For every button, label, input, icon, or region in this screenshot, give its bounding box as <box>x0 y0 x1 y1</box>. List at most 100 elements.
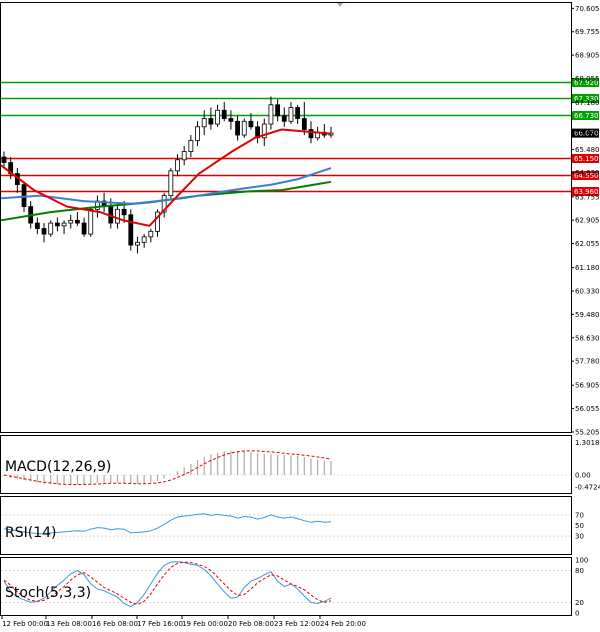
candle-bear <box>208 118 214 125</box>
support-level-label: 65.150 <box>574 155 599 163</box>
candle-bull <box>61 222 67 227</box>
candle-bear <box>128 214 134 246</box>
ma-mid-line <box>0 167 332 205</box>
candle-bull <box>161 195 167 213</box>
price-tick-label: 61.180 <box>575 264 600 272</box>
macd-label: MACD(12,26,9) <box>5 459 111 475</box>
candle-bull <box>68 219 74 224</box>
price-tick-label: 68.055 <box>575 75 600 83</box>
candle-bull <box>268 104 274 125</box>
price-tick-label: 63.755 <box>575 193 600 201</box>
moving-averages <box>0 128 332 227</box>
macd-panel-frame <box>0 435 572 494</box>
stoch-label: Stoch(5,3,3) <box>5 585 91 601</box>
stoch-plot-tick-label: 100 <box>575 557 588 565</box>
candle-bull <box>195 126 200 141</box>
resistance-level-label: 66.730 <box>574 112 599 120</box>
candle-bull <box>135 241 140 246</box>
rsi-plot-tick-label: 30 <box>575 533 584 541</box>
price-tick-label: 57.780 <box>575 358 600 366</box>
candle-bull <box>88 208 94 235</box>
candle-bear <box>81 222 87 235</box>
price-tick-label: 62.055 <box>575 240 600 248</box>
resistance-level-tag <box>572 111 599 120</box>
macd-panel: 1.3018 0.00 -0.4724 MACD(12,26,9) <box>0 435 600 494</box>
price-tick-label: 60.330 <box>575 288 600 296</box>
candle-bear <box>75 219 80 224</box>
stoch-d-line <box>3 561 332 606</box>
price-tick-label: 69.755 <box>575 28 600 36</box>
current-price-tag <box>572 128 599 138</box>
level-lines: 67.920 67.330 66.730 65.150 64.550 63.960 66.0… <box>1 78 599 196</box>
candle-bull <box>168 170 174 196</box>
candle-bull <box>201 118 207 128</box>
resistance-level-label: 67.330 <box>574 95 599 103</box>
price-tick-label: 56.055 <box>575 405 600 413</box>
candle-bull <box>288 107 294 122</box>
macd-plot: 1.3018 0.00 -0.4724 <box>1 439 600 491</box>
stoch-plot-tick-label: 20 <box>575 599 584 607</box>
candle-bull <box>215 109 220 125</box>
time-tick-label: 12 Feb 00:00 <box>2 620 48 628</box>
time-tick-label: 16 Feb 08:00 <box>92 620 138 628</box>
candle-bear <box>248 120 254 128</box>
scroll-marker-icon[interactable] <box>337 3 343 7</box>
candle-bear <box>21 184 27 207</box>
price-tick-label: 65.480 <box>575 146 600 154</box>
price-tick-label: 56.905 <box>575 382 600 390</box>
current-price-label: 66.070 <box>574 130 599 138</box>
time-tick-label: 23 Feb 12:00 <box>274 620 320 628</box>
time-tick-label: 17 Feb 16:00 <box>137 620 183 628</box>
macd-plot-tick-label: 1.3018 <box>575 439 600 447</box>
candle-bear <box>301 118 307 130</box>
candle-bear <box>41 228 47 235</box>
candle-bull <box>141 236 147 243</box>
candle-bear <box>121 208 127 216</box>
candle-bull <box>155 211 160 232</box>
stoch-plot-tick-label: 80 <box>575 567 584 575</box>
rsi-panel: 70 50 30 RSI(14) <box>0 496 584 555</box>
candle-bull <box>148 230 154 238</box>
candle-bull <box>188 140 194 152</box>
candle-bear <box>221 109 227 119</box>
price-axis: 70.605 69.755 68.905 68.055 67.180 66.130 65.4… <box>571 5 600 437</box>
stoch-k-line <box>3 561 332 608</box>
price-tick-label: 64.630 <box>575 169 600 177</box>
rsi-line <box>3 513 332 535</box>
price-panel-frame <box>0 2 572 433</box>
price-tick-label: 67.180 <box>575 99 600 107</box>
rsi-plot-tick-label: 50 <box>575 522 584 530</box>
candle-bear <box>308 129 314 139</box>
time-tick-label: 24 Feb 20:00 <box>320 620 366 628</box>
candle-bear <box>295 107 301 119</box>
support-level-label: 64.550 <box>574 172 599 180</box>
resistance-level-tag <box>572 78 599 87</box>
time-tick-label: 13 Feb 08:00 <box>46 620 92 628</box>
candle-bull <box>48 222 54 235</box>
macd-plot-tick-label: -0.4724 <box>575 483 600 491</box>
support-level-tag <box>572 154 599 163</box>
support-level-tag <box>572 187 599 196</box>
candle-bull <box>181 151 187 161</box>
candle-bear <box>54 222 60 227</box>
macd-signal-line <box>3 450 332 485</box>
resistance-level-tag <box>572 94 599 103</box>
rsi-panel-frame <box>0 496 572 555</box>
candle-bear <box>281 115 287 122</box>
rsi-plot: 70 50 30 <box>1 511 584 541</box>
price-tick-label: 55.205 <box>575 429 600 437</box>
price-panel: 67.920 67.330 66.730 65.150 64.550 63.960 66.0… <box>0 2 600 437</box>
candle-bear <box>235 120 240 136</box>
time-tick-label: 20 Feb 08:00 <box>228 620 274 628</box>
stoch-plot: 100 80 20 0 <box>1 557 588 618</box>
stoch-plot-tick-label: 0 <box>575 610 579 618</box>
price-tick-label: 62.905 <box>575 217 600 225</box>
rsi-label: RSI(14) <box>5 525 56 541</box>
candle-bull <box>261 123 267 139</box>
candle-bear <box>228 118 234 122</box>
time-tick-label: 19 Feb 00:00 <box>182 620 228 628</box>
price-tick-label: 59.480 <box>575 311 600 319</box>
ma-fast-line <box>0 128 332 227</box>
